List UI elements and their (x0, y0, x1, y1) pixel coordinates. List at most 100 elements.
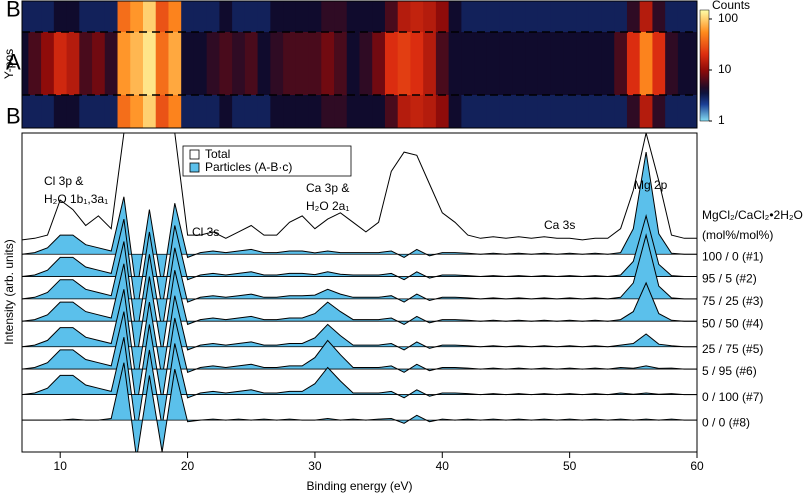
heatmap-cell (512, 1, 526, 32)
heatmap-cell (66, 95, 80, 128)
x-tick-label: 40 (436, 459, 450, 473)
heatmap-cell (563, 32, 577, 95)
colorbar-tick-label: 100 (718, 11, 738, 25)
heatmap-cell (346, 32, 360, 95)
heatmap-cell (435, 95, 450, 128)
heatmap-cell (525, 32, 539, 95)
heatmap-cell (168, 95, 182, 128)
heatmap-cell (601, 1, 615, 32)
heatmap-cell (66, 32, 80, 95)
heatmap-cell (677, 1, 692, 32)
x-tick-label: 10 (54, 459, 68, 473)
heatmap-cell (283, 1, 297, 32)
heatmap-cell (79, 32, 93, 95)
heatmap-cell (474, 1, 488, 32)
heatmap-cell (117, 95, 131, 128)
heatmap-cell (142, 32, 157, 95)
heatmap-cell (474, 32, 488, 95)
heatmap-cell (448, 95, 462, 128)
total-line (22, 133, 697, 241)
heatmap-cell (155, 95, 169, 128)
heatmap-cell (372, 32, 386, 95)
heatmap-cell (614, 95, 628, 128)
series-label: 50 / 50 (#4) (702, 316, 763, 330)
particle-line (22, 263, 697, 360)
heatmap-cell (550, 32, 564, 95)
heatmap-cell (588, 32, 602, 95)
x-tick-label: 30 (308, 459, 322, 473)
heatmap-cell (397, 95, 411, 128)
heatmap-cell (384, 1, 399, 32)
heatmap-cell (359, 32, 373, 95)
heatmap-cell (614, 32, 628, 95)
series-label: 100 / 0 (#1) (702, 249, 763, 263)
heatmap-cell (614, 1, 628, 32)
heatmap-cell (168, 32, 182, 95)
heatmap-cell (576, 95, 590, 128)
heatmap-cell (499, 1, 513, 32)
heatmap-cell (346, 1, 360, 32)
heatmap-cell (423, 95, 437, 128)
heatmap-cell (626, 32, 641, 95)
x-tick-label: 50 (563, 459, 577, 473)
heatmap-cell (334, 1, 348, 32)
heatmap (22, 1, 697, 128)
heatmap-cell (104, 32, 119, 95)
heatmap-cell (499, 95, 513, 128)
heatmap-cell (563, 95, 577, 128)
annotation: H₂O 1b₁,3a₁ (44, 192, 108, 206)
heatmap-cell (181, 32, 195, 95)
heatmap-cell (372, 95, 386, 128)
heatmap-cell (41, 1, 55, 32)
heatmap-cell (283, 32, 297, 95)
heatmap-cell (79, 95, 93, 128)
heatmap-cell (448, 1, 462, 32)
heatmap-cell (257, 32, 271, 95)
heatmap-cell (334, 95, 348, 128)
heatmap-cell (219, 95, 233, 128)
legend-label: Total (205, 147, 230, 161)
annotation: Cl 3s (192, 225, 219, 239)
heatmap-cell (677, 32, 692, 95)
heatmap-cell (550, 95, 564, 128)
heatmap-cell (639, 95, 653, 128)
series-label: 0 / 100 (#7) (702, 390, 763, 404)
colorbar-label: Counts (712, 0, 750, 12)
heatmap-cell (652, 1, 666, 32)
heatmap-cell (397, 1, 411, 32)
heatmap-cell (677, 95, 692, 128)
heatmap-cell (22, 95, 29, 128)
series-label: 5 / 95 (#6) (702, 364, 757, 378)
heatmap-cell (321, 1, 335, 32)
heatmap-cell (22, 1, 29, 32)
heatmap-cell (117, 32, 131, 95)
heatmap-cell (410, 32, 424, 95)
heatmap-cell (142, 1, 157, 32)
heatmap-cell (512, 32, 526, 95)
x-tick-label: 20 (181, 459, 195, 473)
heatmap-cell (193, 1, 208, 32)
heatmap-cell (28, 1, 42, 32)
heatmap-cell (639, 32, 653, 95)
heatmap-cell (79, 1, 93, 32)
heatmap-cell (334, 32, 348, 95)
annotation: Ca 3p & (306, 181, 349, 195)
heatmap-cell (474, 95, 488, 128)
heatmap-cell (690, 95, 697, 128)
heatmap-cell (359, 1, 373, 32)
heatmap-cell (423, 1, 437, 32)
heatmap-cell (244, 95, 259, 128)
heatmap-cell (206, 32, 220, 95)
heatmap-cell (66, 1, 80, 32)
heatmap-cell (270, 1, 284, 32)
row-label: B (6, 103, 21, 128)
heatmap-cell (206, 1, 220, 32)
y-axis-label: Intensity (arb. units) (2, 239, 16, 344)
heatmap-cell (435, 1, 450, 32)
top-frame (21, 0, 698, 129)
heatmap-cell (321, 32, 335, 95)
heatmap-cell (588, 95, 602, 128)
heatmap-cell (626, 95, 641, 128)
annotation: Mg 2p (634, 178, 668, 192)
